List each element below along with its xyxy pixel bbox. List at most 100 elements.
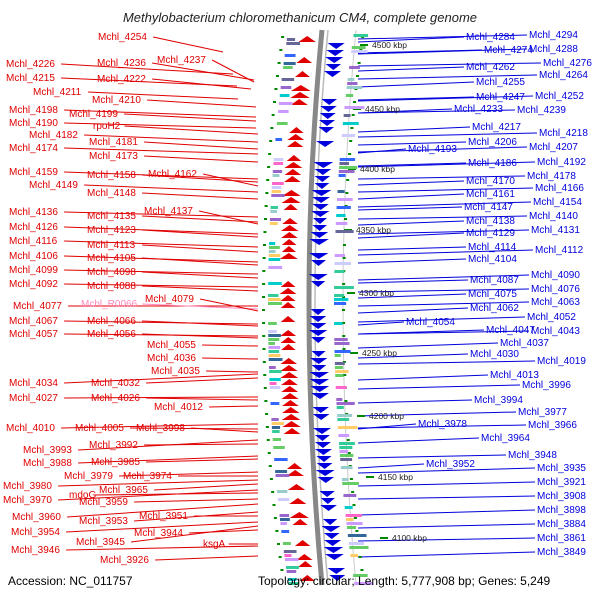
leader-line-right bbox=[357, 206, 463, 211]
gene-arrow-right bbox=[311, 337, 326, 343]
tick-mark-left bbox=[262, 283, 266, 285]
track-bar-left bbox=[269, 370, 282, 373]
tick-mark-left bbox=[264, 400, 268, 402]
track-bar-left bbox=[275, 474, 290, 477]
gene-label-left: Mchl_3974 bbox=[123, 471, 172, 482]
gene-arrow-right bbox=[329, 575, 346, 581]
gene-arrow-right bbox=[318, 127, 335, 133]
gene-label-left: Mchl_4148 bbox=[87, 188, 136, 199]
track-bar-right bbox=[353, 574, 368, 577]
track-bar-right bbox=[334, 354, 341, 357]
tick-mark-right bbox=[357, 62, 361, 64]
track-bar-right bbox=[343, 114, 351, 117]
track-bar-left bbox=[268, 282, 282, 285]
tick-mark-right bbox=[348, 153, 352, 155]
gene-arrow-left bbox=[280, 372, 299, 378]
leader-line-right bbox=[357, 175, 526, 180]
leader-line-right bbox=[357, 74, 538, 80]
gene-arrow-left bbox=[298, 561, 313, 567]
gene-label-left: Mchl_4182 bbox=[29, 130, 78, 141]
gene-arrow-right bbox=[311, 190, 332, 196]
tick-mark-right bbox=[344, 218, 348, 220]
tick-mark-left bbox=[268, 465, 272, 467]
gene-label-left: Mchl_3965 bbox=[99, 485, 148, 496]
track-bar-right bbox=[338, 174, 346, 177]
leader-line-right bbox=[357, 399, 473, 404]
gene-arrow-right bbox=[309, 239, 329, 245]
leader-line-right bbox=[357, 132, 538, 138]
gene-label-left: Mchl_3944 bbox=[134, 528, 183, 539]
tick-mark-right bbox=[343, 374, 347, 376]
track-bar-right bbox=[341, 134, 356, 137]
track-bar-left bbox=[277, 498, 290, 501]
track-bar-right bbox=[336, 214, 346, 217]
leader-line-right bbox=[357, 274, 530, 281]
tick-mark-left bbox=[271, 491, 275, 493]
gene-label-right: Mchl_3977 bbox=[518, 407, 567, 418]
backbone-outer-arc bbox=[342, 29, 357, 586]
track-bar-right bbox=[346, 522, 363, 525]
track-bar-left bbox=[269, 386, 281, 389]
tick-mark-left bbox=[275, 530, 279, 532]
scale-label: 4250 kbp bbox=[362, 348, 397, 358]
gene-arrow-left bbox=[281, 197, 301, 203]
gene-arrow-left bbox=[290, 99, 308, 105]
tick-mark-left bbox=[279, 49, 283, 51]
track-bar-left bbox=[268, 346, 281, 349]
tick-mark-right bbox=[345, 192, 349, 194]
track-bar-right bbox=[335, 230, 354, 233]
track-bar-right bbox=[341, 478, 349, 481]
leader-line-right bbox=[357, 437, 480, 444]
gene-label-right: Mchl_4264 bbox=[539, 70, 588, 81]
gene-label-left: Mchl_4099 bbox=[9, 265, 58, 276]
leader-line-left bbox=[152, 62, 255, 81]
leader-line-left bbox=[134, 498, 259, 503]
track-bar-right bbox=[344, 506, 353, 509]
scale-label: 4350 kbp bbox=[356, 225, 391, 235]
tick-mark-left bbox=[267, 166, 271, 168]
gene-label-left: Mchl_3993 bbox=[23, 445, 72, 456]
leader-line-right bbox=[357, 201, 532, 208]
leader-line-left bbox=[84, 184, 259, 193]
leader-line-right bbox=[357, 467, 536, 474]
track-bar-left bbox=[274, 458, 288, 461]
leader-line-right bbox=[357, 81, 475, 88]
track-bar-right bbox=[354, 582, 374, 585]
leader-line-right bbox=[357, 551, 536, 558]
gene-label-left: Mchl_4226 bbox=[6, 59, 55, 70]
leader-line-right bbox=[357, 342, 499, 349]
tick-mark-right bbox=[342, 309, 346, 311]
track-bar-left bbox=[269, 242, 276, 245]
gene-arrow-right bbox=[310, 281, 326, 287]
gene-label-right: Mchl_3996 bbox=[522, 380, 571, 391]
leader-line-left bbox=[146, 458, 259, 463]
gene-label-right: Mchl_4147 bbox=[464, 202, 513, 213]
gene-label-right: Mchl_4161 bbox=[466, 189, 515, 200]
track-bar-right bbox=[334, 270, 345, 273]
track-bar-left bbox=[270, 210, 278, 213]
leader-line-left bbox=[131, 525, 259, 543]
gene-label-left: Mchl_4190 bbox=[9, 118, 58, 129]
tick-mark-right bbox=[352, 504, 356, 506]
gene-label-right: Mchl_4217 bbox=[472, 122, 521, 133]
gene-label-right: Mchl_4294 bbox=[529, 30, 578, 41]
gene-arrow-right bbox=[315, 442, 331, 448]
leader-line-right bbox=[357, 481, 536, 487]
track-bar-right bbox=[335, 386, 347, 389]
leader-line-right bbox=[357, 36, 465, 43]
gene-arrow-right bbox=[310, 232, 329, 238]
gene-arrow-right bbox=[315, 470, 335, 476]
track-bar-right bbox=[342, 122, 359, 125]
track-bar-left bbox=[268, 258, 281, 261]
gene-arrow-left bbox=[281, 379, 298, 385]
gene-label-right: Mchl_4274 bbox=[484, 45, 533, 56]
gene-label-left: Mchl_4199 bbox=[69, 109, 118, 120]
track-bar-left bbox=[268, 358, 283, 361]
track-bar-right bbox=[351, 46, 366, 49]
leader-line-right bbox=[357, 288, 530, 293]
gene-label-right: Mchl_4052 bbox=[527, 312, 576, 323]
gene-label-right: Mchl_3964 bbox=[481, 433, 530, 444]
track-bar-right bbox=[335, 374, 344, 377]
track-bar-left bbox=[268, 350, 280, 353]
tick-mark-right bbox=[342, 348, 346, 350]
